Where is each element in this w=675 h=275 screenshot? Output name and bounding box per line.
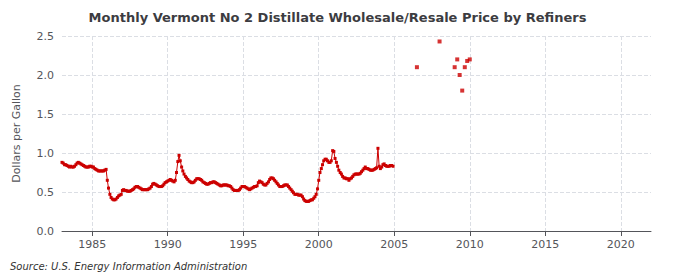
svg-text:2015: 2015 — [531, 238, 559, 251]
svg-text:Dollars per Gallon: Dollars per Gallon — [10, 84, 23, 183]
svg-text:1995: 1995 — [229, 238, 257, 251]
svg-text:Monthly Vermont No 2 Distillat: Monthly Vermont No 2 Distillate Wholesal… — [89, 10, 587, 25]
svg-text:1985: 1985 — [78, 238, 106, 251]
svg-text:0.5: 0.5 — [37, 186, 55, 199]
svg-text:0.0: 0.0 — [37, 225, 55, 238]
svg-text:2.0: 2.0 — [37, 69, 55, 82]
svg-text:2005: 2005 — [380, 238, 408, 251]
svg-text:Source: U.S. Energy Informatio: Source: U.S. Energy Information Administ… — [10, 261, 247, 272]
svg-text:1.0: 1.0 — [37, 147, 55, 160]
svg-text:2020: 2020 — [607, 238, 635, 251]
svg-text:1.5: 1.5 — [37, 108, 55, 121]
svg-text:1990: 1990 — [154, 238, 182, 251]
svg-text:2010: 2010 — [456, 238, 484, 251]
svg-text:2.5: 2.5 — [37, 30, 55, 43]
svg-text:2000: 2000 — [305, 238, 333, 251]
